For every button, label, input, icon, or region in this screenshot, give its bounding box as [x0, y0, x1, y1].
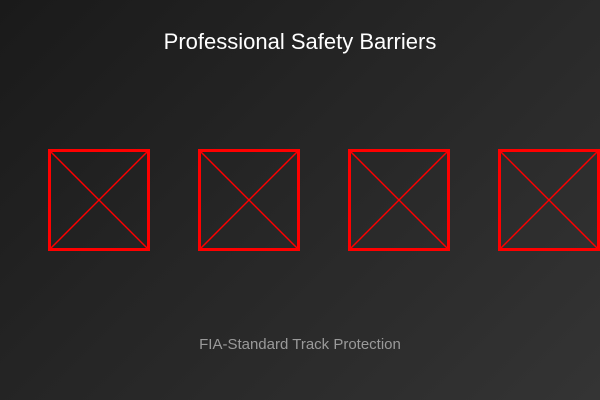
banner-title: Professional Safety Barriers: [163, 29, 437, 54]
barrier-1-crossed-box-icon: [48, 149, 150, 251]
barrier-3-crossed-box-icon: [348, 149, 450, 251]
banner-subtitle: FIA-Standard Track Protection: [199, 336, 401, 353]
barrier-2-crossed-box-icon: [198, 149, 300, 251]
barrier-4-crossed-box-icon: [498, 149, 600, 251]
